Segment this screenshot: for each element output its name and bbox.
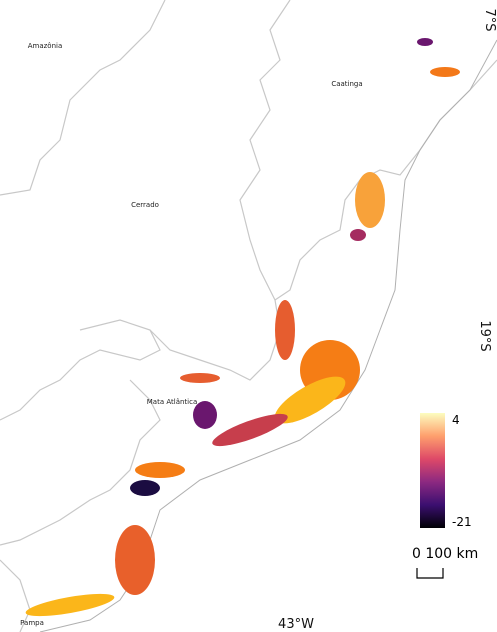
region-label: Cerrado <box>131 201 159 209</box>
colorbar-min: -21 <box>452 515 472 529</box>
scale-bar <box>416 568 444 579</box>
latitude-label: 19°S <box>477 320 492 351</box>
longitude-label: 43°W <box>278 617 314 632</box>
scale-bar-label: 0 100 km <box>412 546 478 562</box>
colorbar-max: 4 <box>452 413 460 427</box>
region-label: Pampa <box>20 619 44 627</box>
colorbar <box>420 413 445 528</box>
hotspots <box>25 38 460 617</box>
region-label: Mata Atlântica <box>147 398 198 406</box>
coastline <box>39 39 497 632</box>
region-label: Caatinga <box>331 80 362 88</box>
region-label: Amazônia <box>28 42 63 50</box>
latitude-label: 7°S <box>482 8 497 31</box>
